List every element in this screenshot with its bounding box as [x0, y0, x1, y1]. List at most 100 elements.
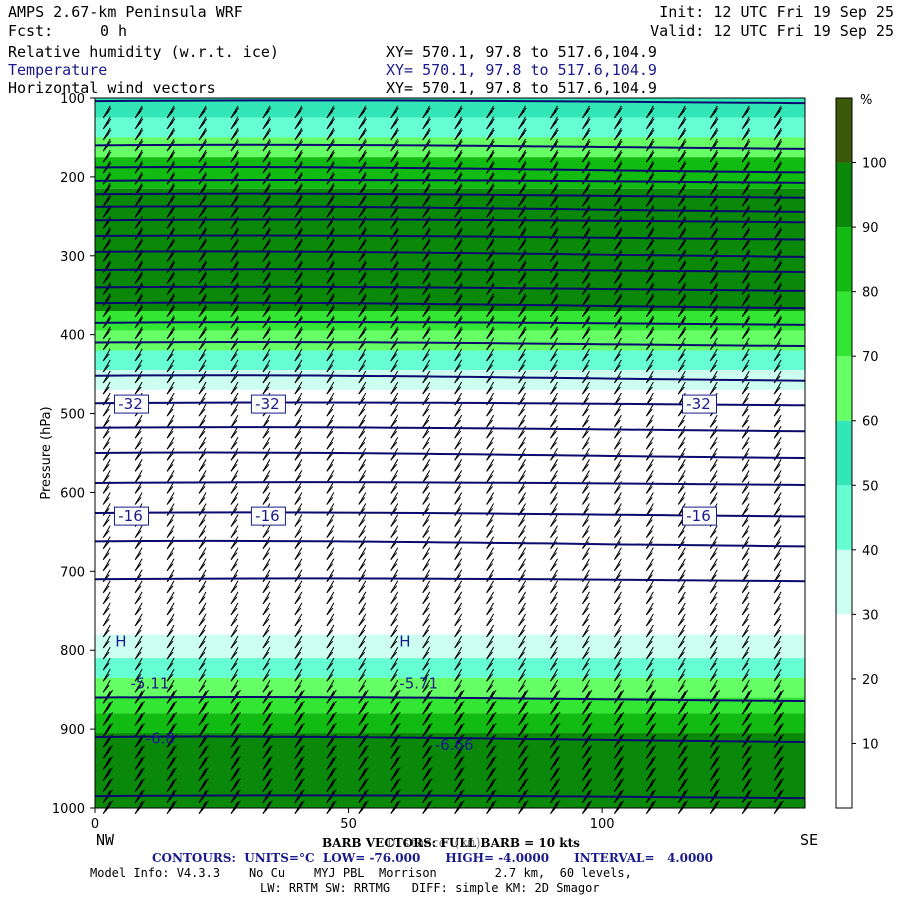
wind-barb	[518, 326, 527, 340]
wind-barb	[613, 127, 623, 141]
wind-barb	[773, 492, 782, 505]
wind-barb	[773, 756, 785, 770]
wind-barb	[166, 591, 175, 605]
rh-band	[95, 311, 805, 331]
y-tick-label: 200	[60, 171, 85, 186]
wind-barb	[102, 127, 112, 141]
wind-barb	[294, 712, 305, 726]
wind-barb	[358, 635, 367, 649]
wind-barb	[550, 149, 559, 163]
wind-barb	[294, 646, 303, 660]
wind-barb	[582, 381, 590, 395]
wind-barb	[390, 470, 399, 483]
wind-barb	[198, 414, 207, 428]
wind-barb	[358, 624, 367, 638]
wind-barb	[550, 767, 561, 781]
isotherm	[94, 234, 806, 241]
wind-barb	[550, 116, 559, 130]
wind-barb	[102, 238, 112, 251]
wind-barb	[102, 767, 114, 781]
wind-barb	[677, 425, 686, 439]
wind-barb	[518, 116, 527, 130]
wind-barb	[102, 271, 112, 284]
wind-barb	[230, 381, 239, 395]
wind-barb	[230, 271, 240, 284]
wind-barb	[709, 602, 718, 616]
wind-barb	[550, 778, 561, 792]
wind-barb	[358, 712, 369, 726]
field-temp-name: Temperature	[8, 61, 108, 79]
wind-barb	[326, 700, 337, 715]
wind-barb	[422, 646, 431, 660]
wind-barb	[677, 712, 689, 726]
wind-barb	[230, 238, 240, 251]
wind-barb	[677, 459, 686, 472]
wind-barb	[709, 723, 721, 737]
wind-barb	[486, 700, 497, 715]
wind-barb	[134, 381, 143, 395]
wind-barb	[613, 116, 623, 130]
wind-barb	[358, 591, 367, 605]
wind-barb	[422, 700, 433, 715]
wind-barb	[102, 712, 114, 726]
wind-barb	[582, 580, 590, 594]
wind-barb	[294, 381, 303, 395]
wind-barb	[422, 767, 433, 781]
wind-barb	[326, 602, 335, 616]
wind-barb	[358, 767, 369, 781]
wind-barb	[134, 767, 146, 781]
wind-barb	[390, 414, 399, 428]
wind-barb	[326, 359, 335, 373]
wind-barb	[358, 337, 367, 351]
contour-label: -16	[118, 507, 143, 525]
wind-barb	[262, 105, 272, 119]
wind-barb	[550, 613, 558, 627]
wind-barb	[326, 679, 335, 693]
colorbar-segment	[836, 485, 852, 550]
wind-barb	[645, 293, 655, 306]
wind-barb	[550, 414, 558, 428]
wind-barb	[486, 359, 495, 373]
wind-barb	[230, 679, 239, 693]
wind-barb	[645, 712, 657, 726]
wind-barb	[741, 381, 750, 395]
wind-barb	[166, 271, 176, 284]
wind-barb	[645, 778, 657, 792]
wind-barb	[741, 481, 750, 494]
wind-barb	[230, 580, 239, 594]
wind-barb	[294, 414, 303, 428]
wind-barb	[262, 745, 273, 759]
wind-barb	[134, 536, 143, 549]
wind-barb	[486, 348, 495, 362]
wind-barb	[230, 668, 239, 682]
wind-barb	[741, 116, 751, 130]
wind-barb	[422, 470, 431, 483]
colorbar-tick-label: 60	[862, 415, 879, 430]
wind-barb	[422, 193, 431, 207]
wind-barb	[422, 602, 431, 616]
wind-barb	[454, 525, 463, 538]
wind-barb	[677, 547, 686, 560]
wind-barb	[454, 558, 463, 572]
wind-barb	[134, 700, 146, 715]
wind-barb	[198, 470, 207, 483]
wind-barb	[198, 756, 209, 770]
wind-barb	[582, 591, 590, 605]
wind-barb	[390, 700, 401, 715]
wind-barb	[262, 436, 271, 450]
wind-barb	[709, 359, 718, 373]
wind-barb	[390, 436, 399, 450]
wind-barb	[166, 348, 175, 362]
wind-barb	[486, 635, 495, 649]
wind-barb	[230, 348, 239, 362]
wind-barb	[358, 646, 367, 660]
wind-barb	[486, 514, 495, 527]
wind-barb	[613, 425, 622, 439]
wind-barb	[294, 193, 304, 207]
wind-barb	[677, 613, 686, 627]
wind-barb	[486, 767, 497, 781]
wind-barb	[230, 326, 240, 340]
colorbar-segment	[836, 420, 852, 486]
wind-barb	[422, 127, 431, 141]
wind-barb	[582, 448, 590, 461]
